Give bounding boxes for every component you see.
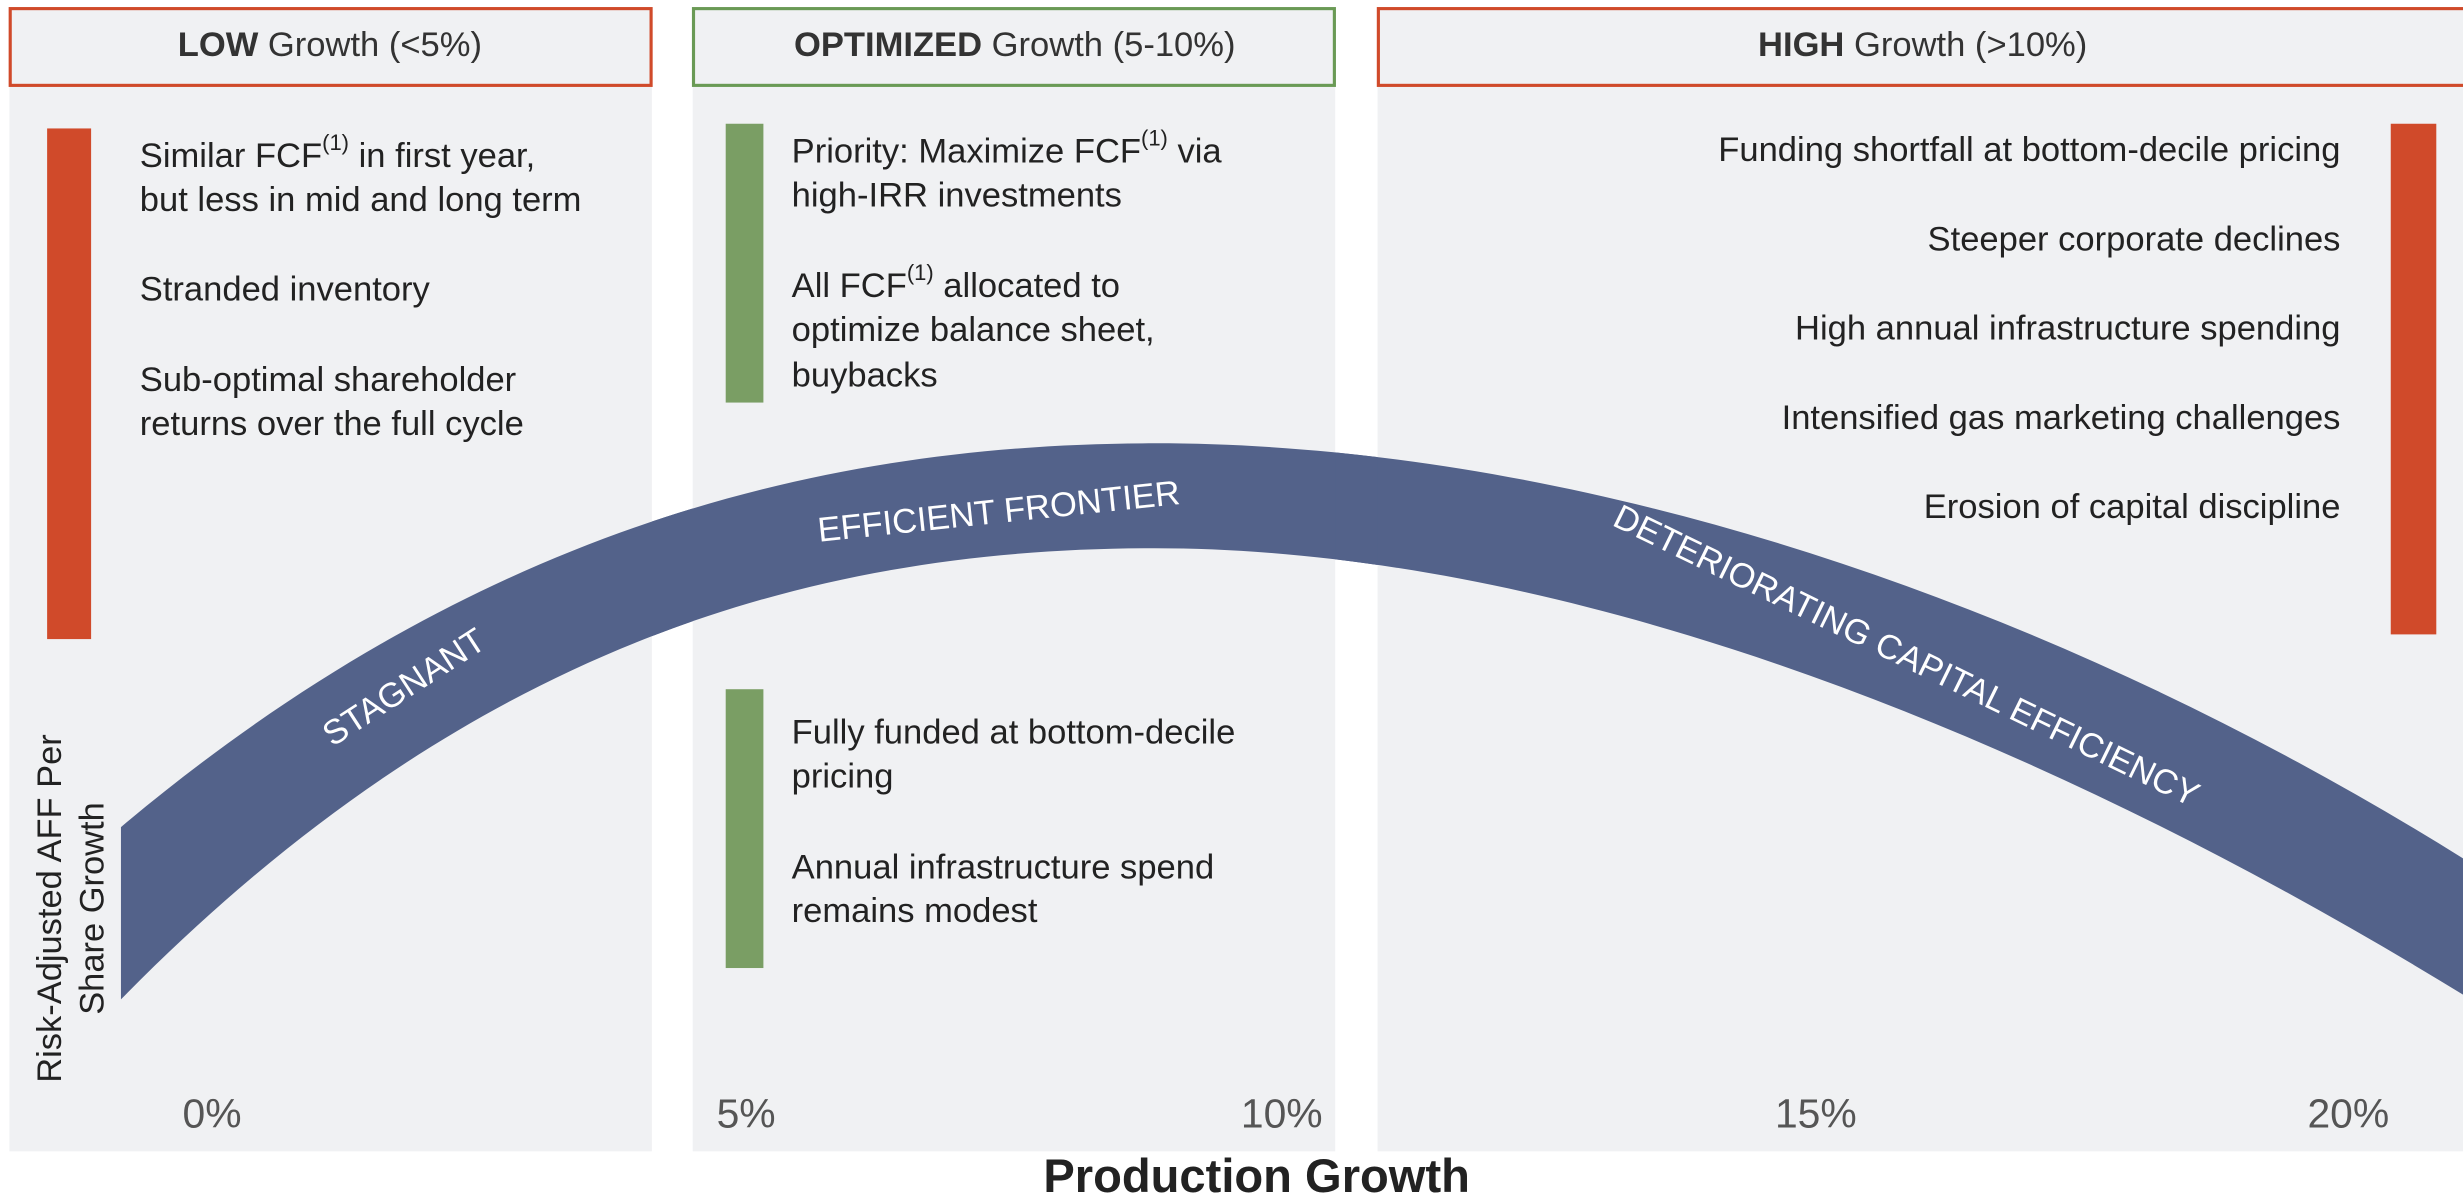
header-title: LOW Growth (<5%) [178, 26, 482, 64]
bullet-text: but less in mid and long term [140, 181, 582, 219]
header-box [8, 7, 653, 87]
bullet-text: optimize balance sheet, [792, 311, 1155, 349]
bullet-segment: but less in mid and long term [140, 181, 582, 219]
bullet-text: Funding shortfall at bottom-decile prici… [1718, 131, 2340, 169]
bullet-segment: Priority: Maximize FCF [792, 133, 1141, 171]
bullet-text: All FCF(1) allocated to [792, 260, 1120, 305]
bullet-segment: remains modest [792, 892, 1038, 930]
benefit-bar [725, 689, 764, 969]
benefit-bar [725, 123, 764, 403]
bullet-text: Steeper corporate declines [1928, 220, 2341, 258]
y-axis-label: Risk-Adjusted AFF Per [31, 734, 69, 1082]
risk-bar [2390, 123, 2437, 635]
panel-optimized [692, 86, 1336, 1152]
header-rest: Growth (<5%) [258, 26, 482, 64]
bullet-segment: in first year, [349, 137, 535, 175]
bullet-segment: Similar FCF [140, 137, 322, 175]
bullet-text: Sub-optimal shareholder [140, 361, 516, 399]
bullet-text: Stranded inventory [140, 270, 431, 308]
superscript: (1) [907, 260, 934, 285]
bullet-segment: Fully funded at bottom-decile [792, 714, 1236, 752]
bullet-segment: Stranded inventory [140, 270, 431, 308]
header-bold: LOW [178, 26, 259, 64]
bullet-text: Annual infrastructure spend [792, 848, 1215, 886]
bullet-segment: returns over the full cycle [140, 405, 524, 443]
risk-bar [47, 128, 92, 640]
frontier-band [120, 443, 2463, 1000]
header-title: OPTIMIZED Growth (5-10%) [794, 26, 1236, 64]
header-box [1376, 7, 2463, 87]
bullet-text: pricing [792, 758, 894, 796]
bullet-text: high-IRR investments [792, 177, 1122, 215]
x-tick-label: 0% [183, 1091, 242, 1137]
header-title: HIGH Growth (>10%) [1758, 26, 2087, 64]
bullet-text: Intensified gas marketing challenges [1782, 399, 2341, 437]
header-rest: Growth (5-10%) [982, 26, 1235, 64]
superscript: (1) [1141, 125, 1168, 150]
x-tick-label: 10% [1241, 1091, 1323, 1137]
bullet-segment: pricing [792, 758, 894, 796]
bullet-segment: All FCF [792, 267, 907, 305]
bullet-text: Priority: Maximize FCF(1) via [792, 125, 1223, 170]
bullet-segment: Annual infrastructure spend [792, 848, 1215, 886]
bullet-segment: Sub-optimal shareholder [140, 361, 516, 399]
bullet-segment: allocated to [934, 267, 1120, 305]
bullet-text: Similar FCF(1) in first year, [140, 130, 535, 175]
bullet-segment: buybacks [792, 357, 938, 395]
bullet-text: Fully funded at bottom-decile [792, 714, 1236, 752]
bullet-text: buybacks [792, 357, 938, 395]
x-tick-label: 20% [2307, 1091, 2389, 1137]
bullet-text: Erosion of capital discipline [1924, 488, 2341, 526]
header-bold: HIGH [1758, 26, 1844, 64]
header-bold: OPTIMIZED [794, 26, 982, 64]
bullet-text: returns over the full cycle [140, 405, 524, 443]
header-rest: Growth (>10%) [1844, 26, 2087, 64]
bullet-segment: high-IRR investments [792, 177, 1122, 215]
bullet-segment: optimize balance sheet, [792, 311, 1155, 349]
header-box [691, 7, 1336, 87]
x-tick-label: 5% [717, 1091, 776, 1137]
x-tick-label: 15% [1775, 1091, 1857, 1137]
bullet-text: High annual infrastructure spending [1795, 310, 2340, 348]
bullet-text: remains modest [792, 892, 1038, 930]
superscript: (1) [322, 130, 349, 155]
x-axis-label: Production Growth [1043, 1149, 1470, 1202]
y-axis-label: Share Growth [73, 802, 111, 1015]
bullet-segment: via [1168, 133, 1223, 171]
